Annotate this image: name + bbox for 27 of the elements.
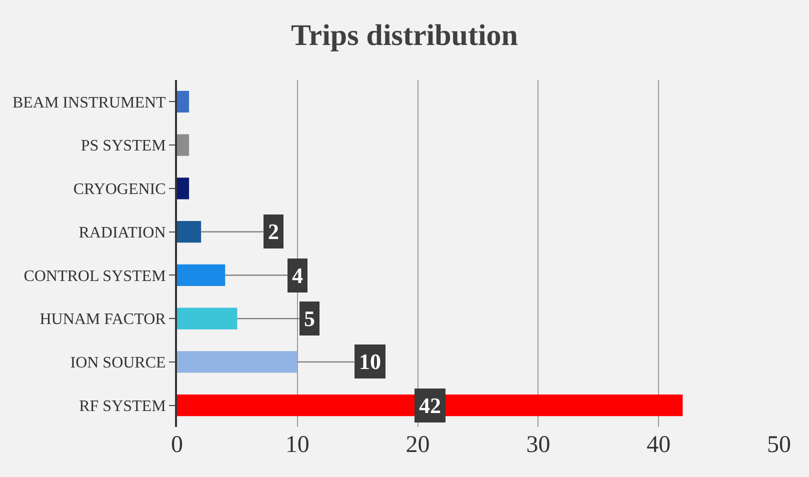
x-tick-label: 0: [171, 432, 183, 458]
y-tick-label: ION SOURCE: [70, 354, 166, 372]
y-tick-label: BEAM INSTRUMENT: [12, 94, 166, 112]
y-tick-label: CRYOGENIC: [73, 181, 166, 198]
x-tick-label: 30: [526, 432, 550, 458]
y-tick-label: PS SYSTEM: [80, 138, 166, 155]
bar: [177, 220, 202, 243]
y-tick-label: CONTROL SYSTEM: [24, 268, 166, 285]
data-label: 2: [268, 219, 279, 244]
bar: [177, 90, 190, 113]
bar: [177, 178, 190, 200]
data-label: 4: [292, 263, 303, 288]
bar: [177, 351, 298, 373]
x-tick-label: 50: [767, 432, 791, 458]
bar: [177, 308, 238, 330]
x-tick-label: 20: [406, 432, 430, 458]
bar: [177, 134, 190, 156]
data-label: 42: [419, 393, 441, 418]
x-tick-label: 40: [646, 432, 671, 458]
data-label: 5: [304, 306, 315, 331]
data-label: 10: [359, 349, 381, 374]
y-tick-label: RADIATION: [78, 224, 166, 242]
y-tick-label: HUNAM FACTOR: [40, 311, 166, 328]
bar: [177, 264, 226, 286]
y-tick-label: RF SYSTEM: [79, 398, 166, 415]
chart-title: Trips distribution: [290, 18, 518, 52]
x-tick-label: 10: [285, 432, 310, 458]
